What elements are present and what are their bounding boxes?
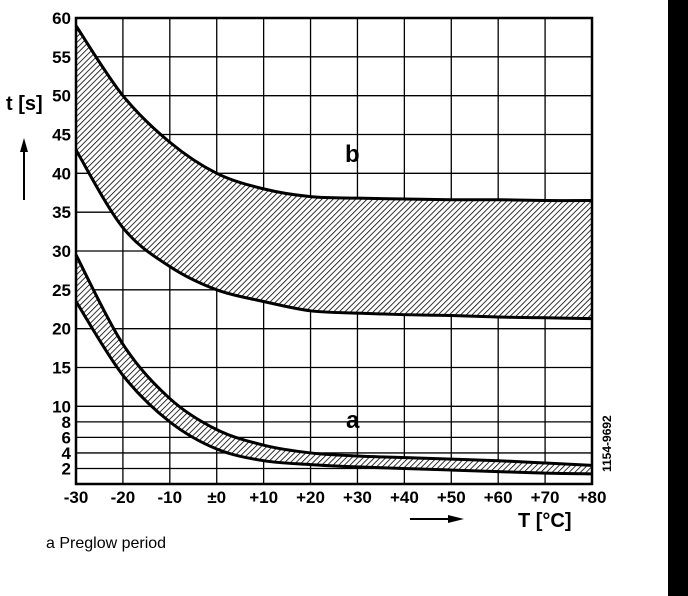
x-tick-label: -30 xyxy=(64,488,89,507)
band-label-b: b xyxy=(345,141,360,168)
y-tick-label: 10 xyxy=(52,397,71,416)
x-tick-label: +70 xyxy=(531,488,560,507)
plot-frame xyxy=(74,16,594,486)
figure-number: 1154-9692 xyxy=(600,415,614,472)
y-tick-label: 8 xyxy=(62,413,71,432)
x-tick-label: +20 xyxy=(296,488,325,507)
y-tick-label: 60 xyxy=(52,9,71,28)
band-b-area xyxy=(76,25,592,319)
x-tick-label: +80 xyxy=(578,488,607,507)
y-tick-label: 4 xyxy=(62,444,72,463)
page-edge-bar xyxy=(668,0,688,596)
y-tick-label: 2 xyxy=(62,459,71,478)
y-tick-label: 15 xyxy=(52,359,71,378)
x-tick-label: +50 xyxy=(437,488,466,507)
band-b-lower-line xyxy=(74,149,593,321)
band-a-upper-line xyxy=(74,254,593,467)
legend-caption: a Preglow period xyxy=(46,535,167,552)
x-tick-label: +30 xyxy=(343,488,372,507)
y-axis-label: t [s] xyxy=(6,93,43,115)
y-tick-label: 6 xyxy=(62,428,71,447)
y-tick-label: 50 xyxy=(52,87,71,106)
y-tick-label: 35 xyxy=(52,203,71,222)
band-a-lower-line xyxy=(74,300,593,476)
x-tick-label: -10 xyxy=(158,488,183,507)
y-axis-arrow xyxy=(20,138,28,200)
x-tick-label: ±0 xyxy=(207,488,226,507)
x-axis-arrow xyxy=(410,515,464,523)
y-tick-label: 45 xyxy=(52,126,71,145)
x-axis-label: T [°C] xyxy=(518,510,572,532)
y-tick-label: 55 xyxy=(52,48,71,67)
y-tick-label: 30 xyxy=(52,242,71,261)
band-b-upper-line xyxy=(74,24,593,203)
band-label-a: a xyxy=(346,407,360,434)
x-tick-label: +60 xyxy=(484,488,513,507)
y-tick-label: 40 xyxy=(52,164,71,183)
x-tick-labels: -30 -20 -10 ±0 +10 +20 +30 +40 +50 +60 +70 +80 xyxy=(64,488,607,507)
x-tick-label: +40 xyxy=(390,488,419,507)
bands xyxy=(74,24,593,476)
y-tick-label: 25 xyxy=(52,281,71,300)
x-tick-label: -20 xyxy=(111,488,136,507)
x-tick-label: +10 xyxy=(249,488,278,507)
y-tick-label: 20 xyxy=(52,320,71,339)
